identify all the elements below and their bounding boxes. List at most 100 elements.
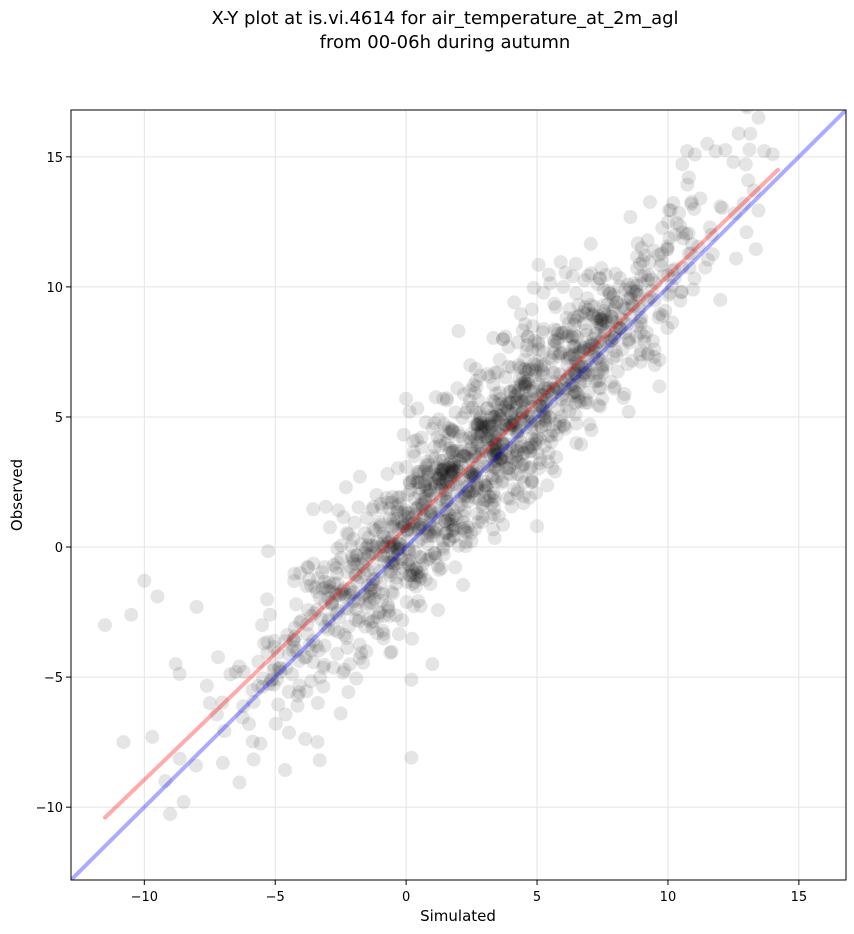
scatter-point bbox=[546, 345, 561, 360]
scatter-point bbox=[236, 664, 251, 679]
scatter-point bbox=[268, 716, 283, 731]
y-tick-label: 10 bbox=[46, 281, 63, 296]
scatter-point bbox=[334, 551, 349, 565]
scatter-point bbox=[491, 456, 506, 471]
scatter-point bbox=[507, 384, 522, 398]
scatter-point bbox=[496, 332, 510, 347]
scatter-point bbox=[563, 378, 578, 393]
scatter-point bbox=[427, 546, 442, 561]
scatter-point bbox=[618, 282, 633, 297]
scatter-point bbox=[445, 502, 460, 517]
scatter-point bbox=[584, 307, 599, 322]
scatter-point bbox=[486, 433, 501, 448]
scatter-point bbox=[395, 516, 410, 531]
scatter-point bbox=[310, 696, 325, 710]
scatter-point bbox=[489, 441, 504, 456]
scatter-point bbox=[271, 697, 286, 712]
scatter-point bbox=[359, 511, 374, 526]
scatter-point bbox=[552, 414, 567, 429]
scatter-point bbox=[684, 246, 698, 261]
scatter-point bbox=[614, 298, 629, 313]
scatter-point bbox=[551, 332, 566, 347]
scatter-point bbox=[504, 450, 519, 465]
scatter-point bbox=[582, 362, 596, 377]
scatter-point bbox=[633, 313, 648, 328]
scatter-point bbox=[406, 566, 421, 581]
scatter-point bbox=[468, 417, 483, 432]
scatter-point bbox=[602, 286, 617, 301]
scatter-point bbox=[524, 437, 539, 452]
scatter-point bbox=[290, 688, 305, 703]
scatter-point bbox=[687, 201, 702, 216]
scatter-point bbox=[687, 147, 702, 162]
scatter-point bbox=[364, 595, 378, 610]
scatter-point bbox=[386, 547, 400, 562]
scatter-point bbox=[390, 461, 405, 476]
scatter-point bbox=[589, 311, 604, 326]
scatter-point bbox=[474, 427, 489, 442]
scatter-point bbox=[411, 533, 426, 548]
scatter-point bbox=[586, 309, 600, 324]
scatter-point bbox=[342, 601, 357, 616]
scatter-point bbox=[460, 520, 475, 535]
scatter-point bbox=[595, 311, 610, 326]
scatter-point bbox=[145, 729, 160, 744]
scatter-point bbox=[367, 583, 382, 598]
scatter-point bbox=[376, 586, 391, 601]
scatter-point bbox=[261, 544, 276, 559]
scatter-point bbox=[314, 612, 329, 627]
scatter-point bbox=[572, 345, 587, 360]
scatter-point bbox=[446, 518, 461, 533]
scatter-point bbox=[511, 424, 526, 439]
scatter-point bbox=[423, 504, 438, 519]
scatter-point bbox=[507, 380, 522, 395]
scatter-point bbox=[540, 384, 555, 399]
scatter-point bbox=[223, 667, 238, 682]
scatter-point bbox=[501, 339, 516, 354]
scatter-point bbox=[434, 466, 449, 481]
scatter-point bbox=[456, 515, 471, 530]
scatter-point bbox=[302, 572, 317, 587]
scatter-point bbox=[477, 420, 492, 435]
scatter-point bbox=[137, 573, 152, 588]
scatter-point bbox=[669, 216, 684, 231]
scatter-point bbox=[421, 471, 436, 485]
scatter-point bbox=[458, 489, 473, 504]
scatter-point bbox=[480, 459, 495, 474]
scatter-point bbox=[524, 473, 539, 488]
scatter-point bbox=[399, 595, 414, 609]
scatter-point bbox=[379, 490, 394, 505]
scatter-point bbox=[215, 695, 230, 710]
scatter-point bbox=[444, 455, 459, 470]
scatter-point bbox=[456, 432, 471, 447]
scatter-point bbox=[654, 254, 669, 269]
scatter-point bbox=[493, 392, 508, 407]
scatter-point bbox=[435, 463, 450, 478]
scatter-point bbox=[352, 469, 367, 484]
scatter-point bbox=[504, 499, 519, 514]
scatter-point bbox=[488, 438, 503, 453]
scatter-point bbox=[477, 493, 492, 508]
scatter-point bbox=[458, 488, 473, 503]
scatter-point bbox=[464, 452, 479, 467]
scatter-point bbox=[309, 639, 324, 654]
scatter-point bbox=[395, 613, 410, 628]
scatter-point bbox=[449, 511, 464, 526]
scatter-point bbox=[630, 287, 645, 302]
scatter-point bbox=[400, 506, 415, 521]
scatter-point bbox=[435, 483, 450, 498]
scatter-point bbox=[417, 464, 432, 479]
scatter-point bbox=[375, 536, 390, 551]
scatter-point bbox=[470, 477, 484, 492]
x-tick-label: 15 bbox=[791, 890, 808, 905]
scatter-point bbox=[338, 587, 353, 602]
scatter-point bbox=[517, 353, 532, 368]
scatter-point bbox=[567, 338, 582, 353]
scatter-point bbox=[366, 572, 381, 587]
scatter-point bbox=[587, 345, 602, 359]
scatter-point bbox=[517, 446, 531, 461]
scatter-point bbox=[439, 393, 454, 408]
scatter-point bbox=[456, 509, 471, 524]
scatter-point bbox=[390, 547, 405, 562]
scatter-point bbox=[401, 558, 416, 573]
